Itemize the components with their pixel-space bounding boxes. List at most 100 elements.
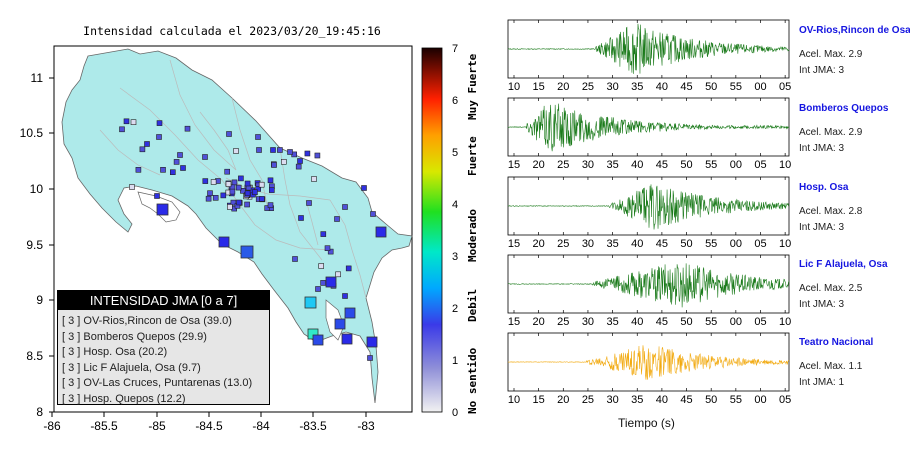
station-marker <box>344 307 356 319</box>
station-marker-small <box>342 293 348 299</box>
waveform-tick-label: 10 <box>779 238 791 250</box>
waveform-tick-label: 35 <box>606 316 618 328</box>
waveform-x-label: Tiempo (s) <box>618 416 675 430</box>
station-marker-small <box>345 265 352 272</box>
station-marker-small <box>259 196 265 202</box>
legend-row: [ 3 ] Lic F Alajuela, Osa (9.7) <box>62 361 201 374</box>
map-x-tick: -83.5 <box>299 419 327 433</box>
station-marker <box>366 336 378 348</box>
station-marker-small <box>361 185 367 191</box>
waveform-tick-label: 25 <box>557 159 569 171</box>
station-marker-small <box>184 125 191 132</box>
map-x-tick: -86 <box>43 419 61 433</box>
waveform-tick-label: 55 <box>730 81 742 93</box>
colorbar-category: Fuerte <box>466 136 479 176</box>
waveform-trace <box>507 263 790 308</box>
station-name: Teatro Nacional <box>799 337 874 348</box>
waveform-trace <box>507 184 790 230</box>
waveform-tick-label: 10 <box>779 159 791 171</box>
map-y-tick: 11 <box>31 71 44 85</box>
waveform-tick-label: 55 <box>705 159 717 171</box>
station-marker <box>218 236 230 248</box>
colorbar-tick: 6 <box>452 95 458 107</box>
colorbar-categories: No sentido Debil Moderado Fuerte Muy Fue… <box>466 53 479 414</box>
colorbar-tick: 0 <box>452 407 458 419</box>
waveform-tick-label: 45 <box>656 316 668 328</box>
waveform-tick-label: 25 <box>582 394 594 406</box>
station-int: Int JMA: 1 <box>799 377 845 388</box>
station-marker-small <box>255 134 261 140</box>
waveform-tick-label: 15 <box>508 238 520 250</box>
colorbar-tick: 3 <box>452 251 458 263</box>
waveform-tick-label: 00 <box>730 238 742 250</box>
waveform-tick-label: 35 <box>606 238 618 250</box>
waveform-tick-label: 25 <box>557 316 569 328</box>
station-marker-small <box>225 181 232 187</box>
legend-row: [ 3 ] Hosp. Quepos (12.2) <box>62 392 186 405</box>
waveform-tick-label: 20 <box>533 316 545 328</box>
station-marker-small <box>119 126 125 133</box>
station-marker <box>341 333 353 345</box>
waveform-tick-label: 50 <box>705 394 717 406</box>
waveform-tick-label: 40 <box>656 81 668 93</box>
legend-row: [ 3 ] Bomberos Quepos (29.9) <box>62 330 207 343</box>
legend-row: [ 3 ] OV-Rios,Rincon de Osa (39.0) <box>62 315 232 327</box>
waveform-trace <box>507 103 790 152</box>
colorbar-tick: 2 <box>452 303 458 315</box>
station-marker-small <box>268 187 275 193</box>
station-marker-small <box>230 199 237 206</box>
waveform-tick-label: 05 <box>779 394 791 406</box>
waveform-tick-label: 15 <box>533 394 545 406</box>
station-marker-small <box>297 158 303 164</box>
waveform-tick-label: 05 <box>754 238 766 250</box>
waveform-tick-label: 15 <box>533 81 545 93</box>
colorbar-category: Moderado <box>466 209 479 262</box>
station-marker-small <box>315 286 321 292</box>
waveform-tick-label: 00 <box>730 159 742 171</box>
station-marker-small <box>318 263 325 269</box>
waveform-tick-label: 25 <box>582 81 594 93</box>
waveform-tick-label: 35 <box>631 394 643 406</box>
waveform-tick-label: 20 <box>533 159 545 171</box>
station-marker-small <box>370 211 376 217</box>
waveform-tick-label: 10 <box>508 394 520 406</box>
station-markers-large <box>156 203 387 348</box>
province-boundaries <box>99 59 367 299</box>
station-marker-small <box>170 169 176 175</box>
colorbar-tick: 1 <box>452 355 458 367</box>
legend-row: [ 3 ] OV-Las Cruces, Puntarenas (13.0) <box>62 377 253 389</box>
waveform-tick-label: 05 <box>779 81 791 93</box>
station-marker-small <box>244 180 251 187</box>
station-marker-small <box>202 154 208 160</box>
colorbar-category: Muy Fuerte <box>466 53 479 120</box>
waveform-tick-label: 30 <box>582 316 594 328</box>
colorbar-category: No sentido <box>466 347 479 414</box>
waveform-tick-label: 50 <box>680 316 692 328</box>
station-marker-small <box>335 271 341 278</box>
waveform-panel: 15 20 25 30 35 40 45 50 55 00 05 10 <box>507 176 791 250</box>
waveform-tick-label: 55 <box>705 238 717 250</box>
map-x-tick: -84.5 <box>195 419 223 433</box>
station-acel: Acel. Max. 2.9 <box>799 49 863 60</box>
station-marker-small <box>139 146 146 153</box>
waveform-tick-label: 15 <box>508 316 520 328</box>
map-x-tick: -85 <box>148 419 166 433</box>
waveform-tick-label: 10 <box>779 316 791 328</box>
waveform-panel: 10 15 20 25 30 35 40 45 50 55 00 05 <box>507 19 791 93</box>
waveform-panel: 15 20 25 30 35 40 45 50 55 00 05 10 <box>507 97 791 171</box>
waveform-trace <box>507 23 790 74</box>
station-marker <box>156 203 169 216</box>
waveform-tick-label: 55 <box>730 394 742 406</box>
waveform-tick-label: 30 <box>582 238 594 250</box>
map-y-tick: 8 <box>36 405 43 419</box>
station-marker-small <box>129 184 135 190</box>
waveform-tick-label: 10 <box>508 81 520 93</box>
station-int: Int JMA: 3 <box>799 65 845 76</box>
waveform-tick-label: 40 <box>631 316 643 328</box>
map-x-tick: -85.5 <box>90 419 118 433</box>
waveform-tick-label: 35 <box>606 159 618 171</box>
station-marker-small <box>180 165 186 171</box>
station-marker-small <box>298 215 304 221</box>
legend-row: [ 3 ] Hosp. Osa (20.2) <box>62 346 168 358</box>
station-marker-small <box>231 179 238 186</box>
